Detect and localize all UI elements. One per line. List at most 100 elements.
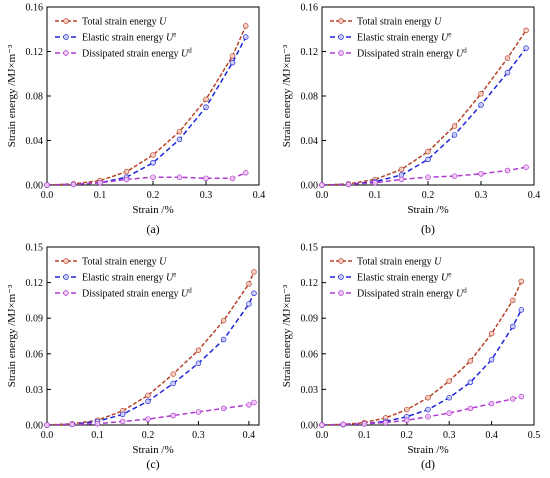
data-point-dissipated [195,409,202,415]
data-point-total [488,330,495,337]
data-point-dissipated [382,419,389,426]
data-point-elastic [478,102,484,108]
data-point-elastic [425,406,431,413]
series-line-elastic [47,292,255,425]
legend-label-elastic: Elastic strain energy Ue [82,31,176,44]
data-point-elastic [398,172,405,178]
series-line-elastic [322,309,522,425]
y-tick-label: 0.12 [26,47,44,58]
y-tick-label: 0.04 [26,136,44,147]
data-point-elastic [518,307,525,313]
data-point-dissipated [446,410,452,416]
data-point-total [220,317,227,324]
data-point-total [451,123,458,129]
y-tick-label: 0.08 [301,92,319,103]
legend-label-elastic: Elastic strain energy Ue [357,271,451,284]
data-point-dissipated [145,416,151,422]
x-tick-label: 0.0 [316,430,329,441]
series-line-elastic [322,47,527,185]
data-point-elastic [425,156,431,163]
x-tick-label: 0.3 [200,190,213,201]
legend-marker-dissipated [338,290,344,296]
data-point-elastic [203,104,209,110]
x-tick-label: 0.1 [369,190,382,201]
data-point-elastic [220,336,227,343]
data-point-total [510,297,516,304]
data-point-dissipated [488,400,495,407]
data-point-total [425,148,431,155]
series-line-dissipated [322,166,527,185]
data-point-dissipated [251,399,257,406]
x-tick-label: 0.0 [41,190,54,201]
y-axis-title: Strain energy /MJ×m⁻³ [281,44,293,147]
legend-marker-elastic [63,34,69,40]
panel-label: (c) [146,457,159,471]
x-tick-label: 0.3 [192,430,205,441]
x-axis-title: Strain /% [407,444,448,456]
data-point-elastic [176,136,183,143]
legend-label-elastic: Elastic strain energy Ue [357,31,451,44]
legend-marker-total [338,18,344,24]
data-point-elastic [504,69,511,76]
legend-label-dissipated: Dissipated strain energy Ud [82,47,192,60]
y-tick-label: 0.06 [301,349,319,360]
x-axis-title: Strain /% [407,204,448,216]
data-point-elastic [195,360,202,367]
y-tick-label: 0.09 [301,314,319,325]
data-point-total [145,392,151,399]
data-point-dissipated [203,175,209,182]
data-point-dissipated [425,174,431,180]
data-point-total [251,269,257,275]
data-point-elastic [243,34,249,40]
y-tick-label: 0.06 [26,349,44,360]
data-point-total [467,358,474,364]
data-point-total [195,347,202,353]
data-point-elastic [523,45,529,51]
data-point-elastic [229,59,236,66]
data-point-dissipated [70,181,77,188]
y-tick-label: 0.16 [26,3,44,14]
legend-label-dissipated: Dissipated strain energy Ud [82,287,192,300]
legend-marker-dissipated [63,290,69,296]
y-tick-label: 0.12 [301,278,319,289]
data-point-dissipated [451,173,458,179]
y-tick-label: 0.00 [26,181,44,192]
y-tick-label: 0.09 [26,314,44,325]
data-point-total [150,152,156,158]
y-axis-title: Strain energy /MJ×m⁻³ [6,284,18,387]
legend-marker-total [63,18,69,24]
data-point-dissipated [518,393,525,400]
data-point-dissipated [404,417,410,424]
data-point-total [246,281,252,287]
legend-marker-dissipated [63,50,69,56]
y-tick-label: 0.00 [301,181,319,192]
x-tick-label: 0.2 [147,190,160,201]
legend-label-elastic: Elastic strain energy Ue [82,271,176,284]
data-point-total [203,96,209,103]
data-point-dissipated [523,164,529,170]
data-point-dissipated [150,174,156,180]
y-tick-label: 0.15 [26,243,44,254]
x-axis-title: Strain /% [132,204,173,216]
data-point-total [170,371,176,377]
data-point-dissipated [170,412,176,419]
data-point-dissipated [504,167,511,174]
y-tick-label: 0.00 [301,421,319,432]
data-point-dissipated [478,171,484,177]
data-point-elastic [451,132,458,138]
y-tick-label: 0.15 [301,243,319,254]
x-tick-label: 0.4 [243,430,256,441]
series-line-total [47,25,247,185]
data-point-dissipated [69,421,75,428]
y-tick-label: 0.03 [301,385,319,396]
data-point-dissipated [94,421,101,427]
x-tick-label: 0.1 [358,430,371,441]
legend-label-total: Total strain energy U [357,17,442,28]
data-point-total [229,53,236,59]
data-point-dissipated [220,405,227,412]
data-point-total [176,128,183,135]
data-point-total [446,378,452,384]
data-point-total [243,23,249,29]
x-tick-label: 0.3 [443,430,456,441]
data-point-elastic [467,379,474,386]
